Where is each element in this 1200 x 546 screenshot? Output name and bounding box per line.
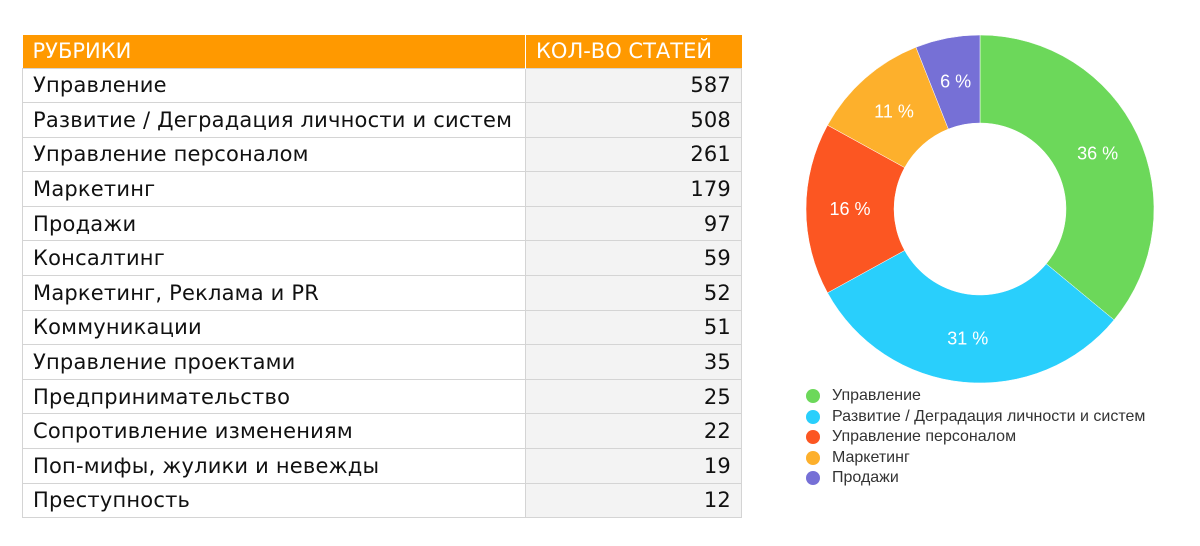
table-row: Предпринимательство 25 [22,378,742,415]
category-cell: Предпринимательство [22,378,526,415]
table-header-row: РУБРИКИ КОЛ-ВО СТАТЕЙ [22,35,742,68]
table-row: Преступность 12 [22,482,742,519]
legend-label: Продажи [832,469,899,487]
count-cell: 261 [525,136,742,173]
category-cell: Маркетинг, Реклама и PR [22,275,526,311]
legend-label: Управление [832,387,921,405]
category-cell: Преступность [22,482,526,519]
category-cell: Маркетинг [22,171,526,207]
legend-label: Маркетинг [832,448,910,466]
count-cell: 97 [525,205,742,242]
category-cell: Управление персоналом [22,136,526,173]
count-cell: 25 [525,378,742,415]
header-count: КОЛ-ВО СТАТЕЙ [525,35,742,68]
category-cell: Продажи [22,205,526,242]
legend-label: Управление персоналом [832,428,1017,446]
legend-item: Управление персоналом [806,427,1145,448]
legend-dot-icon [806,471,820,486]
count-cell: 22 [525,413,742,450]
articles-table: РУБРИКИ КОЛ-ВО СТАТЕЙ Управление 587 Разви… [22,35,742,519]
articles-table-container: РУБРИКИ КОЛ-ВО СТАТЕЙ Управление 587 Разви… [22,35,742,519]
table-body: Управление 587 Развитие / Деградация лично… [22,67,742,519]
count-cell: 508 [525,102,742,138]
legend-dot-icon [806,409,820,424]
legend-dot-icon [806,430,820,445]
legend-item: Продажи [806,468,1145,489]
count-cell: 587 [525,67,742,104]
table-row: Управление проектами 35 [22,344,742,380]
category-cell: Управление [22,67,526,104]
legend-item: Маркетинг [806,448,1145,469]
legend-item: Развитие / Деградация личности и систем [806,407,1145,428]
category-cell: Коммуникации [22,309,526,346]
slice-label: 6 % [940,71,971,91]
slice-label: 16 % [829,199,870,219]
table-row: Сопротивление изменениям 22 [22,413,742,450]
count-cell: 19 [525,448,742,484]
category-cell: Консалтинг [22,240,526,277]
category-cell: Сопротивление изменениям [22,413,526,450]
count-cell: 52 [525,275,742,311]
table-row: Развитие / Деградация личности и систем 5… [22,102,742,138]
slice-label: 31 % [947,328,988,348]
category-cell: Управление проектами [22,344,526,380]
donut-slice [979,34,1155,321]
legend-dot-icon [806,450,820,465]
table-row: Поп-мифы, жулики и невежды 19 [22,448,742,484]
table-row: Консалтинг 59 [22,240,742,277]
count-cell: 179 [525,171,742,207]
legend-dot-icon [806,389,820,404]
legend-item: Управление [806,386,1145,407]
donut-chart: 36 % 31 % 16 % 11 % 6 % [805,34,1155,384]
table-row: Маркетинг, Реклама и PR 52 [22,275,742,311]
table-row: Управление персоналом 261 [22,136,742,173]
count-cell: 59 [525,240,742,277]
category-cell: Развитие / Деградация личности и систем [22,102,526,138]
slice-label: 36 % [1077,144,1118,164]
header-category: РУБРИКИ [22,35,526,68]
count-cell: 35 [525,344,742,380]
donut-slice [915,34,981,130]
donut-slice [827,250,1115,384]
table-row: Маркетинг 179 [22,171,742,207]
count-cell: 12 [525,482,742,519]
legend-label: Развитие / Деградация личности и систем [832,407,1146,425]
table-row: Управление 587 [22,67,742,104]
category-cell: Поп-мифы, жулики и невежды [22,448,526,484]
count-cell: 51 [525,309,742,346]
chart-legend: Управление Развитие / Деградация личности… [806,386,1145,489]
table-row: Продажи 97 [22,205,742,242]
table-row: Коммуникации 51 [22,309,742,346]
slice-label: 11 % [874,101,914,121]
